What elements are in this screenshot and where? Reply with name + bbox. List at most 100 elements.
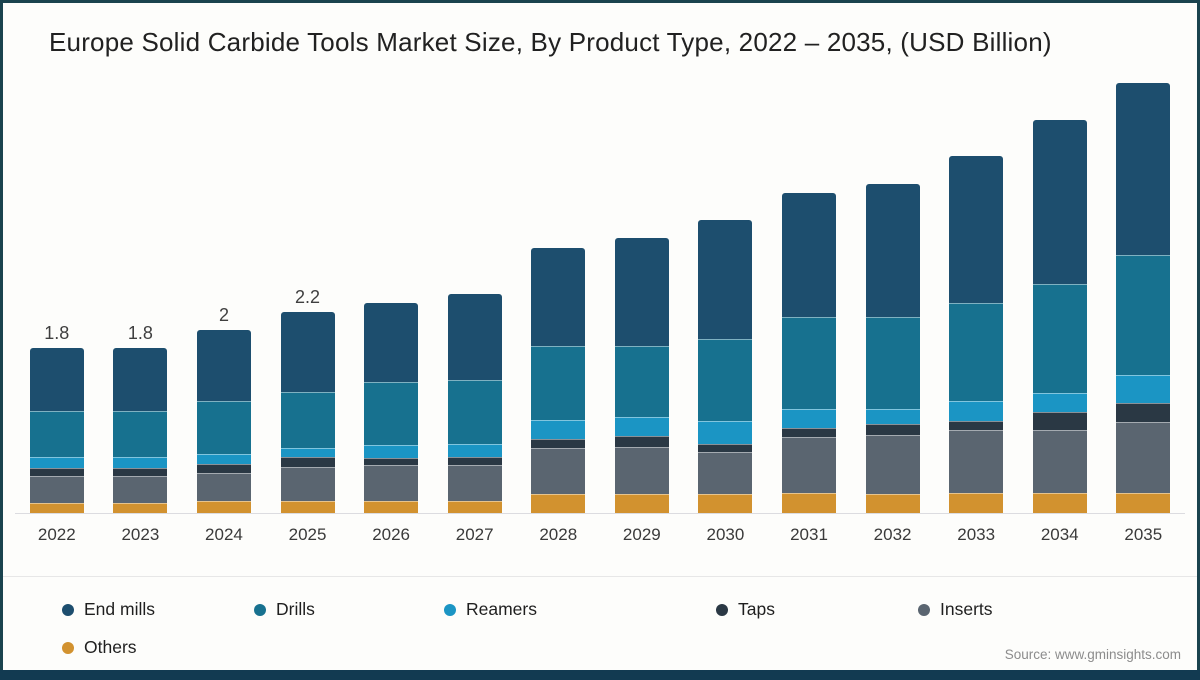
x-axis-labels: 2022 2023 2024 2025 2026 2027 2028 2029 2030 2031… [15,514,1185,545]
segment-end-mills [364,302,419,383]
segment-taps [196,463,251,473]
bar-group-2026 [349,63,433,513]
legend-item-drills: Drills [254,599,444,620]
segment-taps [280,457,335,468]
segment-reamers [614,416,669,437]
segment-drills [113,410,168,458]
segment-taps [949,420,1004,430]
bottom-accent-bar [0,670,1200,680]
segment-drills [1116,254,1171,375]
segment-inserts [698,451,753,494]
bar-group-2028 [516,63,600,513]
segment-drills [865,317,920,409]
legend-separator-line [3,576,1197,577]
segment-reamers [781,408,836,428]
segment-drills [949,302,1004,402]
segment-inserts [949,429,1004,493]
bar-group-2035 [1102,63,1186,513]
legend-item-reamers: Reamers [444,599,716,620]
bar-group-2022: 1.8 [15,63,99,513]
x-tick-2026: 2026 [372,525,411,544]
segment-end-mills [1032,119,1087,285]
segment-end-mills [196,329,251,402]
segment-others [698,493,753,513]
segment-end-mills [781,192,836,318]
legend-label: Others [84,637,137,657]
stacked-bar-2035 [1116,82,1171,513]
segment-others [1032,492,1087,513]
segment-inserts [614,447,669,494]
segment-inserts [29,476,84,503]
segment-inserts [1032,429,1087,493]
legend-label: Taps [738,599,775,619]
x-tick-2030: 2030 [706,525,745,544]
segment-others [1116,492,1171,513]
segment-taps [531,438,586,449]
legend-label: Drills [276,599,315,619]
segment-end-mills [29,348,84,411]
segment-end-mills [614,238,669,346]
bar-total-label: 2.2 [295,286,321,307]
stacked-bar-2032 [865,183,920,513]
segment-taps [447,457,502,466]
segment-reamers [1116,374,1171,404]
chart-title: Europe Solid Carbide Tools Market Size, … [49,27,1052,57]
segment-taps [865,424,920,436]
stacked-bar-2025 [280,311,335,513]
segment-inserts [447,465,502,502]
legend-bullet-icon [918,603,930,616]
segment-reamers [865,408,920,425]
bar-group-2032 [851,63,935,513]
bar-group-2030 [684,63,768,513]
segment-taps [1032,411,1087,430]
legend-bullet-icon [62,641,74,654]
bar-group-2023: 1.8 [99,63,183,513]
segment-drills [280,392,335,448]
segment-end-mills [949,156,1004,303]
x-tick-2023: 2023 [121,525,160,544]
x-tick-2027: 2027 [455,525,494,544]
segment-drills [29,410,84,458]
x-tick-2024: 2024 [205,525,243,544]
stacked-bar-2031 [781,192,836,513]
legend-bullet-icon [254,603,266,616]
segment-reamers [113,457,168,469]
legend-bullet-icon [62,603,74,616]
bar-group-2027 [433,63,517,513]
x-tick-2032: 2032 [873,525,912,544]
x-tick-2028: 2028 [539,525,578,544]
x-tick-2022: 2022 [37,525,76,544]
segment-taps [364,458,419,466]
segment-drills [364,382,419,446]
segment-reamers [698,420,753,444]
segment-others [614,493,669,513]
source-note: Source: www.gminsights.com [1004,647,1181,662]
bar-group-2031 [767,63,851,513]
legend-item-end-mills: End mills [62,599,254,620]
segment-reamers [29,457,84,469]
legend-label: End mills [84,599,155,619]
segment-end-mills [447,293,502,381]
x-tick-2035: 2035 [1124,525,1163,544]
segment-end-mills [113,348,168,411]
segment-end-mills [698,220,753,340]
segment-drills [698,339,753,421]
segment-others [949,492,1004,513]
segment-drills [781,317,836,409]
segment-others [865,493,920,513]
segment-taps [113,468,168,477]
segment-reamers [280,447,335,458]
title-row: Europe Solid Carbide Tools Market Size, … [3,3,1197,57]
segment-others [29,502,84,513]
segment-end-mills [531,247,586,347]
x-tick-2025: 2025 [288,525,327,544]
segment-reamers [447,443,502,458]
legend-item-taps: Taps [716,599,918,620]
legend-label: Reamers [466,599,537,619]
plot-area: 1.8 1.8 2 2.2 [15,63,1185,514]
stacked-bar-2022 [29,348,84,513]
segment-inserts [196,472,251,502]
bar-group-2024: 2 [182,63,266,513]
segment-others [447,501,502,513]
